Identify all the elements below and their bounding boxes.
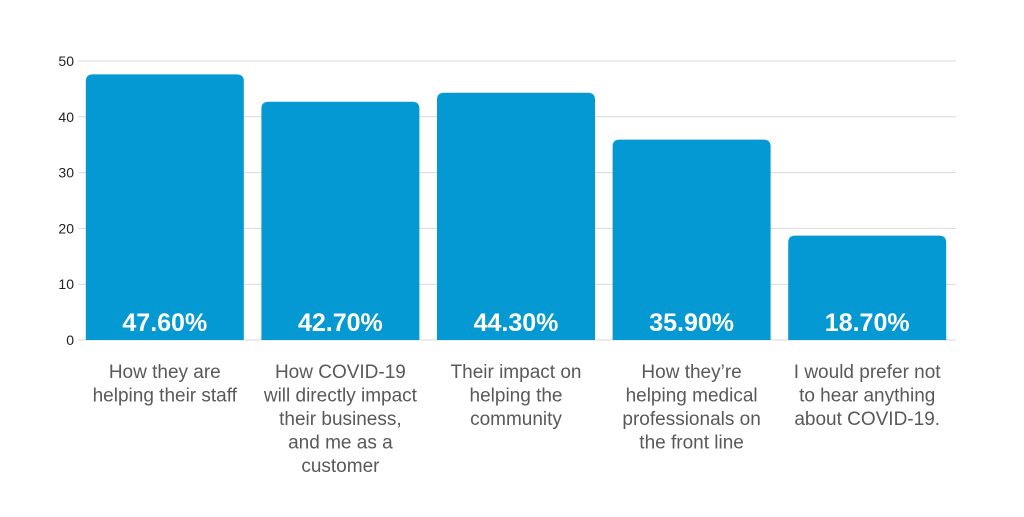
bar-value-label: 42.70% xyxy=(298,309,383,337)
y-tick-label: 10 xyxy=(58,276,74,292)
category-labels: How they are helping their staff How COVID… xyxy=(93,362,942,477)
y-tick-label: 50 xyxy=(58,53,74,69)
category-label-line: and me as a xyxy=(288,433,393,454)
category-label: I would prefer not to hear anythingabout … xyxy=(794,362,942,430)
bar xyxy=(788,235,947,340)
category-label-line: How COVID-19 xyxy=(275,362,406,383)
category-label-line: their business, xyxy=(279,409,402,430)
category-label-line: professionals on xyxy=(622,409,760,430)
category-label: How they’re helping medicalprofessionals … xyxy=(622,362,760,454)
bars xyxy=(85,74,947,340)
category-label-line: customer xyxy=(301,456,380,477)
data-labels: 47.60% 42.70% 44.30% 35.90% 18.70% xyxy=(122,309,909,337)
category-label-line: helping the xyxy=(470,386,563,407)
y-tick-label: 40 xyxy=(58,109,74,125)
category-label: How they are helping their staff xyxy=(93,362,238,407)
y-tick-label: 20 xyxy=(58,220,74,236)
category-label-line: I would prefer not xyxy=(794,362,942,383)
category-label-line: will directly impact xyxy=(263,386,418,407)
category-label-line: to hear anything xyxy=(799,386,935,407)
bar xyxy=(85,74,244,340)
y-tick-label: 30 xyxy=(58,165,74,181)
y-tick-label: 0 xyxy=(66,332,74,348)
category-label-line: the front line xyxy=(639,433,744,454)
category-label-line: How they’re xyxy=(641,362,741,383)
category-label-line: about COVID-19. xyxy=(794,409,940,430)
bar-value-label: 18.70% xyxy=(825,309,910,337)
bar xyxy=(261,101,420,340)
category-label-line: Their impact on xyxy=(451,362,582,383)
bar-value-label: 35.90% xyxy=(649,309,734,337)
category-label-line: community xyxy=(470,409,562,430)
bar-value-label: 44.30% xyxy=(474,309,559,337)
category-label-line: helping medical xyxy=(626,386,758,407)
bar-value-label: 47.60% xyxy=(122,309,207,337)
y-axis-ticks: 0 10 20 30 40 50 xyxy=(58,53,74,348)
bar xyxy=(612,139,771,340)
bar xyxy=(437,92,595,340)
category-label-line: helping their staff xyxy=(93,386,238,407)
category-label-line: How they are xyxy=(109,362,221,383)
